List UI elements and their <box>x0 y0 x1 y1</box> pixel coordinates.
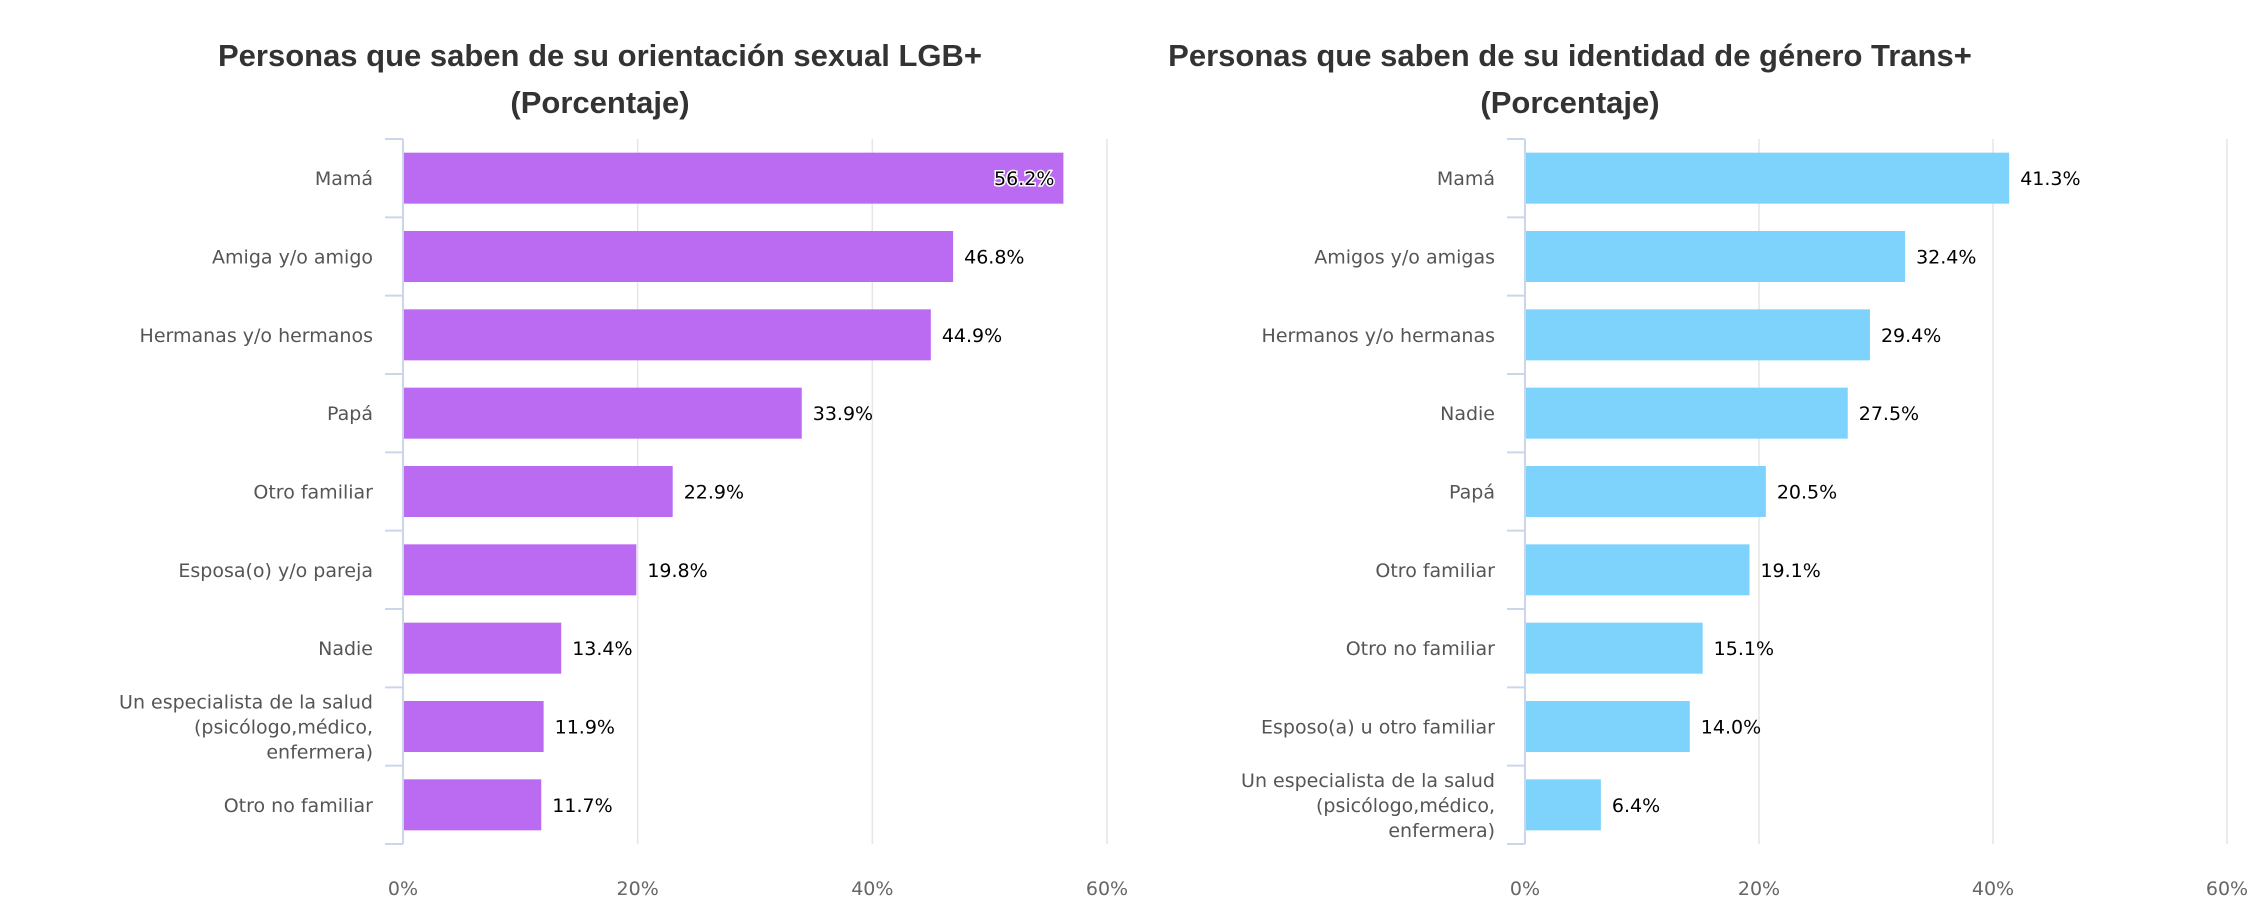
chart-title: (Porcentaje) <box>1480 85 1659 120</box>
category-label: Esposo(a) u otro familiar <box>1261 717 1495 739</box>
x-tick-label: 20% <box>617 878 659 900</box>
data-label: 19.1% <box>1760 560 1820 582</box>
data-label: 11.9% <box>555 717 615 739</box>
category-label-line: Amiga y/o amigo <box>212 247 373 269</box>
bar <box>1526 387 1848 439</box>
bar <box>404 231 954 282</box>
category-label: Mamá <box>315 168 373 190</box>
bar <box>404 622 562 674</box>
chart-1: Personas que saben de su orientación sex… <box>119 38 1128 900</box>
data-label: 15.1% <box>1714 638 1774 660</box>
category-label-line: Esposo(a) u otro familiar <box>1261 717 1495 739</box>
x-tick-label: 20% <box>1738 878 1780 900</box>
category-label-line: Amigos y/o amigas <box>1314 247 1495 269</box>
category-label: Amigos y/o amigas <box>1314 247 1495 269</box>
category-label: Amiga y/o amigo <box>212 247 373 269</box>
category-label-line: Otro no familiar <box>1346 638 1495 660</box>
category-label: Mamá <box>1437 168 1495 190</box>
category-label-line: Nadie <box>1440 403 1495 425</box>
category-label-line: Hermanas y/o hermanos <box>140 325 373 347</box>
data-label: 22.9% <box>684 482 744 504</box>
x-tick-label: 60% <box>1086 878 1128 900</box>
category-label-line: Hermanos y/o hermanas <box>1262 325 1495 347</box>
bar <box>1526 622 1703 674</box>
bar <box>404 387 802 439</box>
data-label: 56.2% <box>994 168 1054 190</box>
category-label-line: Otro no familiar <box>224 795 373 817</box>
data-label: 29.4% <box>1881 325 1941 347</box>
bar <box>1526 231 1906 282</box>
category-label: Otro no familiar <box>1346 638 1495 660</box>
data-label: 13.4% <box>572 638 632 660</box>
category-label-line: Mamá <box>1437 168 1495 190</box>
category-label-line: enfermera) <box>1388 820 1495 842</box>
category-label: Papá <box>1449 482 1495 504</box>
data-label: 6.4% <box>1612 795 1660 817</box>
x-tick-label: 0% <box>388 878 418 900</box>
category-label: Otro no familiar <box>224 795 373 817</box>
category-label: Papá <box>327 403 373 425</box>
x-tick-label: 40% <box>1972 878 2014 900</box>
category-label-line: Papá <box>327 403 373 425</box>
category-label-line: Otro familiar <box>1375 560 1495 582</box>
category-label: Otro familiar <box>1375 560 1495 582</box>
data-label: 20.5% <box>1777 482 1837 504</box>
category-label: Hermanas y/o hermanos <box>140 325 373 347</box>
chart-2: Personas que saben de su identidad de gé… <box>1168 38 2248 900</box>
x-tick-label: 40% <box>851 878 893 900</box>
bar <box>1526 779 1601 831</box>
data-label: 44.9% <box>942 325 1002 347</box>
category-label: Nadie <box>318 638 373 660</box>
category-label-line: Nadie <box>318 638 373 660</box>
bar <box>404 779 542 831</box>
category-label-line: Mamá <box>315 168 373 190</box>
category-label: Hermanos y/o hermanas <box>1262 325 1495 347</box>
category-label: Un especialista de la salud (psicólogo,mé… <box>119 692 373 764</box>
bar <box>1526 544 1750 596</box>
category-label-line: Un especialista de la salud <box>1241 770 1495 792</box>
data-label: 14.0% <box>1701 717 1761 739</box>
category-label-line: Papá <box>1449 482 1495 504</box>
chart-title: Personas que saben de su identidad de gé… <box>1168 38 1972 73</box>
category-label: Otro familiar <box>253 482 373 504</box>
bar <box>404 701 544 752</box>
x-tick-label: 0% <box>1510 878 1540 900</box>
bar <box>404 544 637 596</box>
category-label: Nadie <box>1440 403 1495 425</box>
bar <box>1526 466 1766 517</box>
chart-title: Personas que saben de su orientación sex… <box>218 38 982 73</box>
data-label: 11.7% <box>552 795 612 817</box>
category-label-line: Esposa(o) y/o pareja <box>178 560 373 582</box>
category-label-line: (psicólogo,médico, <box>1316 795 1495 817</box>
bar <box>1526 309 1870 361</box>
data-label: 41.3% <box>2020 168 2080 190</box>
category-label-line: (psicólogo,médico, <box>194 717 373 739</box>
x-tick-label: 60% <box>2206 878 2248 900</box>
chart-title: (Porcentaje) <box>510 85 689 120</box>
bar <box>404 152 1064 204</box>
bar <box>404 466 673 517</box>
data-label: 33.9% <box>813 403 873 425</box>
category-label-line: Otro familiar <box>253 482 373 504</box>
category-label: Un especialista de la salud (psicólogo,mé… <box>1241 770 1495 842</box>
data-label: 19.8% <box>647 560 707 582</box>
bar <box>404 309 931 361</box>
category-label-line: Un especialista de la salud <box>119 692 373 714</box>
category-label-line: enfermera) <box>266 742 373 764</box>
data-label: 46.8% <box>964 247 1024 269</box>
category-label: Esposa(o) y/o pareja <box>178 560 373 582</box>
bar <box>1526 152 2010 204</box>
data-label: 32.4% <box>1916 247 1976 269</box>
bar <box>1526 701 1690 752</box>
data-label: 27.5% <box>1859 403 1919 425</box>
